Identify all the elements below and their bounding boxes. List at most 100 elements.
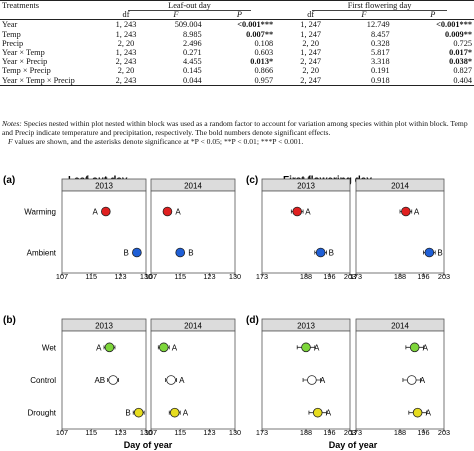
- row-df-leafout: 2, 243: [103, 75, 149, 86]
- facet-2013: 2013 173 188 196 203 A B: [256, 178, 356, 281]
- point-marker: [133, 407, 144, 418]
- significance-letter: A: [183, 409, 189, 418]
- significance-letter: A: [420, 376, 426, 385]
- panel-label: (c): [246, 175, 258, 186]
- category-label: Drought: [28, 409, 57, 418]
- x-axis-label-left: Day of year: [124, 440, 173, 450]
- data-point-ambient: B: [314, 247, 334, 258]
- facet-strip-label: 2013: [95, 182, 113, 191]
- row-p-flowering: 0.017*: [449, 48, 472, 58]
- row-term: Year × Temp: [2, 48, 45, 58]
- row-gap: [275, 48, 285, 57]
- x-tick-label: 173: [256, 428, 268, 437]
- facet-panel: [61, 190, 147, 274]
- facet-strip-label: 2014: [391, 182, 409, 191]
- point-marker: [169, 407, 180, 418]
- row-f-leafout: 2.496: [183, 38, 202, 48]
- row-gap: [275, 66, 285, 75]
- data-point-ambient: B: [175, 247, 194, 258]
- data-point-drought: A: [168, 407, 189, 418]
- row-p-flowering: <0.001***: [436, 20, 472, 30]
- row-f-flowering: 3.318: [370, 57, 390, 67]
- row-f-leafout: 0.044: [148, 75, 204, 86]
- significance-letter: A: [426, 409, 432, 418]
- row-term: Year × Temp × Precip: [0, 75, 104, 86]
- x-tick-label: 123: [114, 272, 126, 281]
- category-label: Ambient: [27, 249, 57, 258]
- x-tick-label: 196: [323, 272, 335, 281]
- facet-2014: 2014 107 115 123 130 A B: [145, 178, 241, 281]
- header-f-2: F: [336, 10, 392, 21]
- row-df-leafout: 2, 20: [117, 66, 135, 76]
- row-term: Year: [2, 20, 18, 30]
- x-tick-label: 130: [140, 272, 152, 281]
- data-point-wet: A: [157, 342, 178, 352]
- row-f-leafout: 0.145: [183, 66, 202, 76]
- x-tick-label: 107: [56, 428, 68, 437]
- row-term: Temp × Precip: [2, 66, 51, 76]
- row-df-flowering: 2, 20: [302, 38, 319, 48]
- x-tick-label: 188: [300, 428, 312, 437]
- notes-label: Notes:: [2, 119, 22, 128]
- category-label: Warming: [24, 208, 56, 217]
- row-f-flowering: 0.328: [370, 38, 390, 48]
- row-df-flowering: 1, 247: [300, 48, 322, 58]
- x-tick-label: 203: [438, 428, 450, 437]
- row-p-flowering: 0.009**: [445, 29, 472, 39]
- table-notes: Notes: Species nested within plot nested…: [2, 119, 472, 146]
- facet-strip-label: 2014: [184, 322, 202, 331]
- table-row: Year × Temp 1, 243 0.271 0.603 1, 247 5.817 0.…: [0, 48, 474, 57]
- point-marker: [162, 206, 173, 217]
- row-df-flowering: 2, 20: [302, 66, 319, 76]
- x-tick-label: 188: [394, 428, 406, 437]
- point-marker: [175, 247, 186, 258]
- data-point-wet: A: [96, 342, 116, 352]
- header-df-1: df: [103, 10, 149, 21]
- data-point-ambient: B: [124, 247, 142, 258]
- point-marker: [307, 375, 317, 385]
- facet-2013: 2013 173 188 196 203 A A A: [256, 318, 356, 437]
- x-tick-label: 115: [174, 428, 186, 437]
- phenology-figure: (a)Leaf-out dayWarmingAmbient20131071151…: [3, 175, 450, 450]
- x-tick-label: 196: [417, 428, 429, 437]
- x-tick-label: 115: [85, 272, 97, 281]
- point-marker: [166, 375, 176, 385]
- chart-panel-d: (d) 2013 173 188 196 203 A A A 2014 173 188 196 203 A A…: [246, 315, 450, 437]
- table-row: Precip 2, 20 2.496 0.108 2, 20 0.328 0.725: [0, 39, 474, 48]
- point-marker: [301, 342, 311, 353]
- row-p-leafout: 0.007**: [246, 29, 274, 39]
- row-gap: [275, 57, 285, 66]
- significance-letter: B: [125, 409, 130, 418]
- row-df-leafout: 2, 243: [115, 57, 137, 67]
- x-tick-label: 203: [344, 272, 356, 281]
- row-df-flowering: 1, 247: [300, 20, 322, 30]
- significance-letter: B: [124, 249, 129, 258]
- facet-2014: 2014 107 115 123 130 A A A: [145, 318, 241, 437]
- significance-letter: A: [423, 343, 429, 352]
- row-term: Year × Precip: [2, 57, 48, 67]
- table-row: Temp × Precip 2, 20 0.145 0.866 2, 20 0.191 0.…: [0, 66, 474, 75]
- row-p-leafout: 0.603: [254, 48, 274, 58]
- table-row: Temp 1, 243 8.985 0.007** 1, 247 8.457 0.009**: [0, 30, 474, 39]
- data-point-control: A: [402, 375, 426, 385]
- row-df-leafout: 2, 20: [117, 38, 135, 48]
- row-p-leafout: 0.957: [203, 75, 276, 86]
- significance-letter: A: [96, 343, 102, 352]
- row-f-flowering: 12.749: [366, 20, 390, 30]
- x-tick-label: 130: [140, 428, 152, 437]
- x-tick-label: 173: [256, 272, 268, 281]
- x-tick-label: 107: [56, 272, 68, 281]
- category-label: Wet: [42, 343, 57, 352]
- row-p-leafout: 0.108: [254, 38, 274, 48]
- data-point-warming: A: [162, 206, 181, 217]
- x-tick-label: 123: [114, 428, 126, 437]
- x-tick-label: 196: [417, 272, 429, 281]
- x-tick-label: 173: [350, 272, 362, 281]
- point-marker: [409, 342, 420, 353]
- row-p-flowering: 0.404: [391, 75, 474, 86]
- header-f-1: F: [148, 10, 204, 21]
- x-tick-label: 130: [229, 272, 241, 281]
- x-tick-label: 188: [300, 272, 312, 281]
- facet-strip-label: 2014: [184, 182, 202, 191]
- panel-label: (a): [3, 175, 15, 186]
